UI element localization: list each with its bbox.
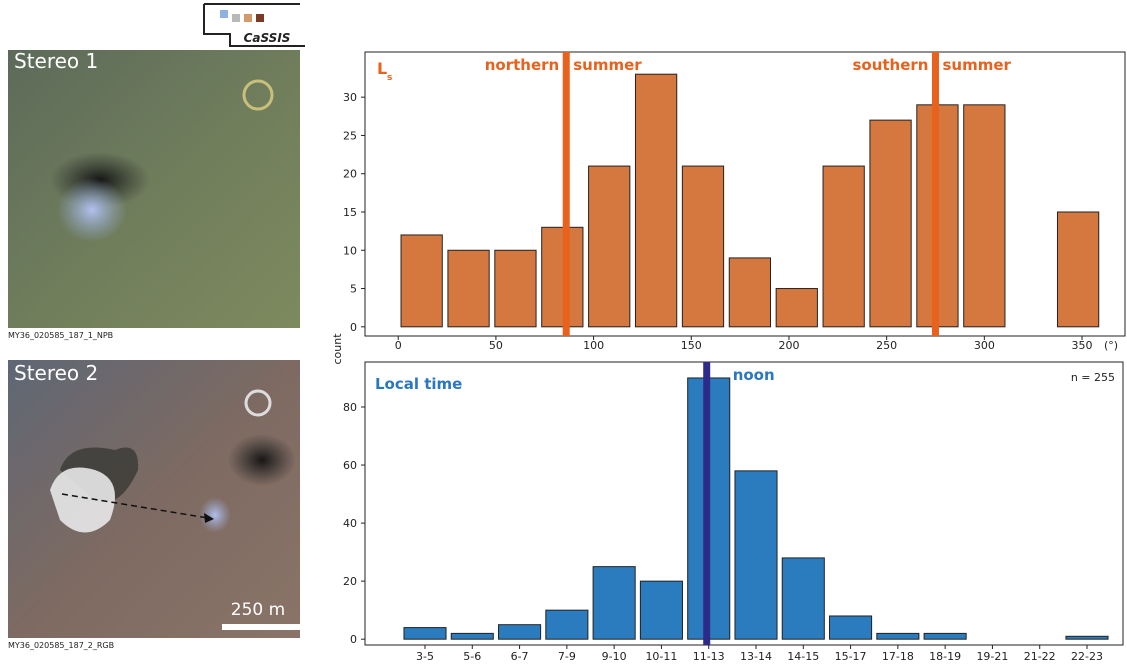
x-tick-label: 21-22 (1024, 650, 1056, 663)
bar (728, 257, 772, 328)
bar (829, 615, 873, 640)
y-tick-label: 20 (343, 168, 357, 181)
x-tick-label: 22-23 (1071, 650, 1103, 663)
bar (400, 234, 443, 328)
y-tick-label: 30 (343, 91, 357, 104)
x-tick-label: 6-7 (511, 650, 529, 663)
x-tick-label: 200 (778, 339, 799, 352)
annotation-text: summer (942, 56, 1011, 74)
y-tick-label: 0 (350, 633, 357, 646)
x-tick-label: 18-19 (929, 650, 961, 663)
x-tick-label: 5-6 (463, 650, 481, 663)
y-tick-label: 15 (343, 206, 357, 219)
bar (869, 119, 912, 328)
y-tick-label: 10 (343, 244, 357, 257)
plot-frame (364, 361, 1124, 646)
logo-text: CaSSIS (244, 31, 291, 45)
y-tick-label: 80 (343, 401, 357, 414)
y-tick-label: 0 (350, 321, 357, 334)
x-tick-label: 0 (395, 339, 402, 352)
annotation-text: southern (852, 56, 928, 74)
bar (1065, 635, 1109, 640)
x-tick-label: 17-18 (882, 650, 914, 663)
scale-bar-label: 250 m (231, 600, 285, 620)
x-tick-label: 9-10 (602, 650, 627, 663)
x-tick-label: 13-14 (740, 650, 772, 663)
bar (403, 627, 447, 640)
x-tick-label: 3-5 (416, 650, 434, 663)
bar (450, 632, 494, 640)
bar (592, 566, 636, 640)
x-tick-label: 14-15 (787, 650, 819, 663)
annotation-text: northern (485, 56, 559, 74)
bar (822, 165, 865, 328)
panel-label: Stereo 1 (14, 49, 98, 73)
annotation-text: noon (733, 366, 775, 384)
y-tick-label: 40 (343, 517, 357, 530)
bar (734, 470, 778, 640)
image-panel: Stereo 1 MY36_020585_187_1_NPB (8, 49, 300, 340)
y-tick-label: 25 (343, 129, 357, 142)
bar (775, 288, 818, 328)
image-panel: Stereo 2 250 m MY36_020585_187_2_RGB (8, 360, 300, 650)
y-tick-label: 5 (350, 283, 357, 296)
bar (498, 624, 542, 640)
x-unit: (°) (1104, 339, 1118, 352)
bar (634, 73, 678, 328)
x-tick-label: 50 (489, 339, 503, 352)
panel-label: Stereo 2 (14, 361, 98, 385)
bar (447, 249, 490, 328)
bar (876, 632, 920, 640)
bar (494, 249, 537, 328)
panel-caption: MY36_020585_187_2_RGB (8, 641, 114, 650)
x-tick-label: 10-11 (645, 650, 677, 663)
bar (781, 557, 825, 640)
panel-caption: MY36_020585_187_1_NPB (8, 331, 113, 340)
x-tick-label: 250 (876, 339, 897, 352)
x-tick-label: 11-13 (693, 650, 725, 663)
bar (923, 632, 967, 640)
bar (681, 165, 725, 328)
y-tick-label: 60 (343, 459, 357, 472)
bar (1056, 211, 1100, 328)
corner-label-sub: s (387, 73, 392, 83)
x-tick-label: 150 (681, 339, 702, 352)
bar (545, 609, 589, 640)
x-tick-label: 15-17 (835, 650, 867, 663)
corner-label: Local time (375, 375, 462, 393)
x-tick-label: 300 (974, 339, 995, 352)
logo: CaSSIS (203, 3, 305, 47)
corner-label: L (377, 59, 387, 78)
bar (541, 226, 584, 328)
x-tick-label: 350 (1072, 339, 1093, 352)
y-axis-label: count (331, 333, 344, 365)
scale-bar (222, 624, 300, 630)
note: n = 255 (1071, 371, 1115, 384)
bar (588, 165, 631, 328)
plot-frame (364, 51, 1126, 337)
y-tick-label: 20 (343, 575, 357, 588)
bar (963, 104, 1006, 328)
x-tick-label: 100 (583, 339, 604, 352)
annotation-text: summer (573, 56, 642, 74)
bar (639, 580, 683, 640)
x-tick-label: 7-9 (558, 650, 576, 663)
x-tick-label: 19-21 (976, 650, 1008, 663)
